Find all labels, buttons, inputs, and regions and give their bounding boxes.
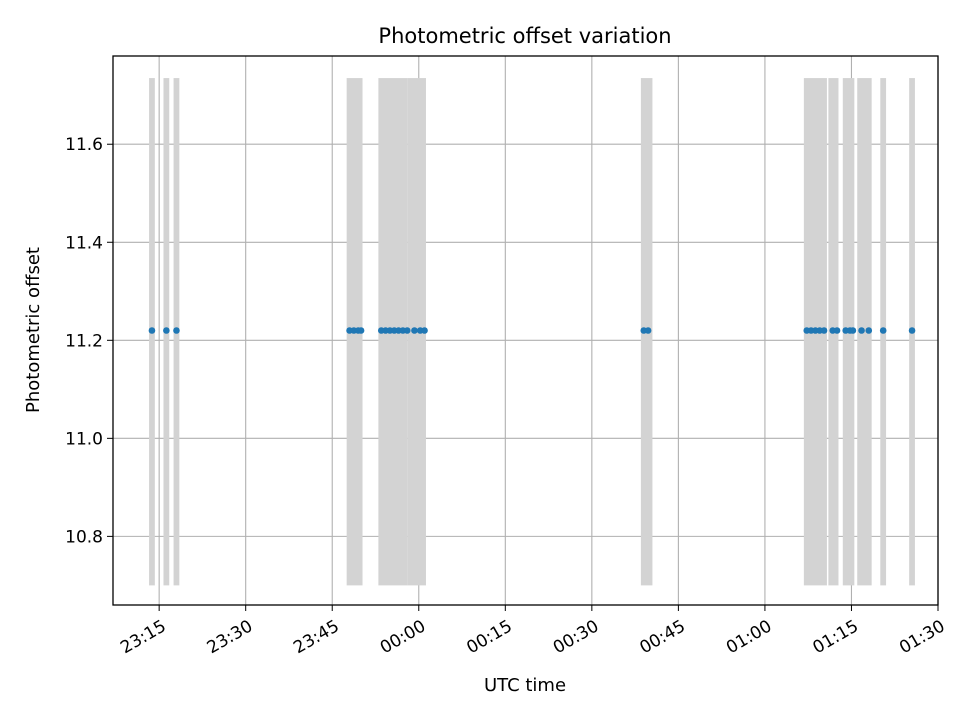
- data-point: [173, 327, 180, 334]
- y-axis-label: Photometric offset: [23, 247, 44, 413]
- data-point: [421, 327, 428, 334]
- y-tick-label: 11.6: [65, 135, 103, 155]
- y-tick-label: 11.0: [65, 429, 103, 449]
- x-axis-label: UTC time: [484, 675, 566, 696]
- data-point: [644, 327, 652, 334]
- plot-frame: [112, 55, 939, 606]
- data-point: [411, 327, 418, 334]
- data-point: [879, 327, 887, 334]
- data-point: [865, 327, 873, 334]
- data-point: [908, 327, 916, 334]
- y-tick-label: 10.8: [65, 527, 103, 547]
- data-point: [833, 327, 841, 334]
- data-point: [820, 327, 828, 334]
- chart-title: Photometric offset variation: [378, 24, 671, 48]
- y-tick-label: 11.2: [65, 331, 103, 351]
- data-point: [357, 327, 365, 334]
- data-point: [163, 327, 170, 334]
- data-points: [148, 327, 916, 334]
- y-tick-label: 11.4: [65, 233, 103, 253]
- data-point: [849, 327, 857, 334]
- data-point: [403, 327, 411, 334]
- data-point: [858, 327, 865, 334]
- data-point: [148, 327, 156, 334]
